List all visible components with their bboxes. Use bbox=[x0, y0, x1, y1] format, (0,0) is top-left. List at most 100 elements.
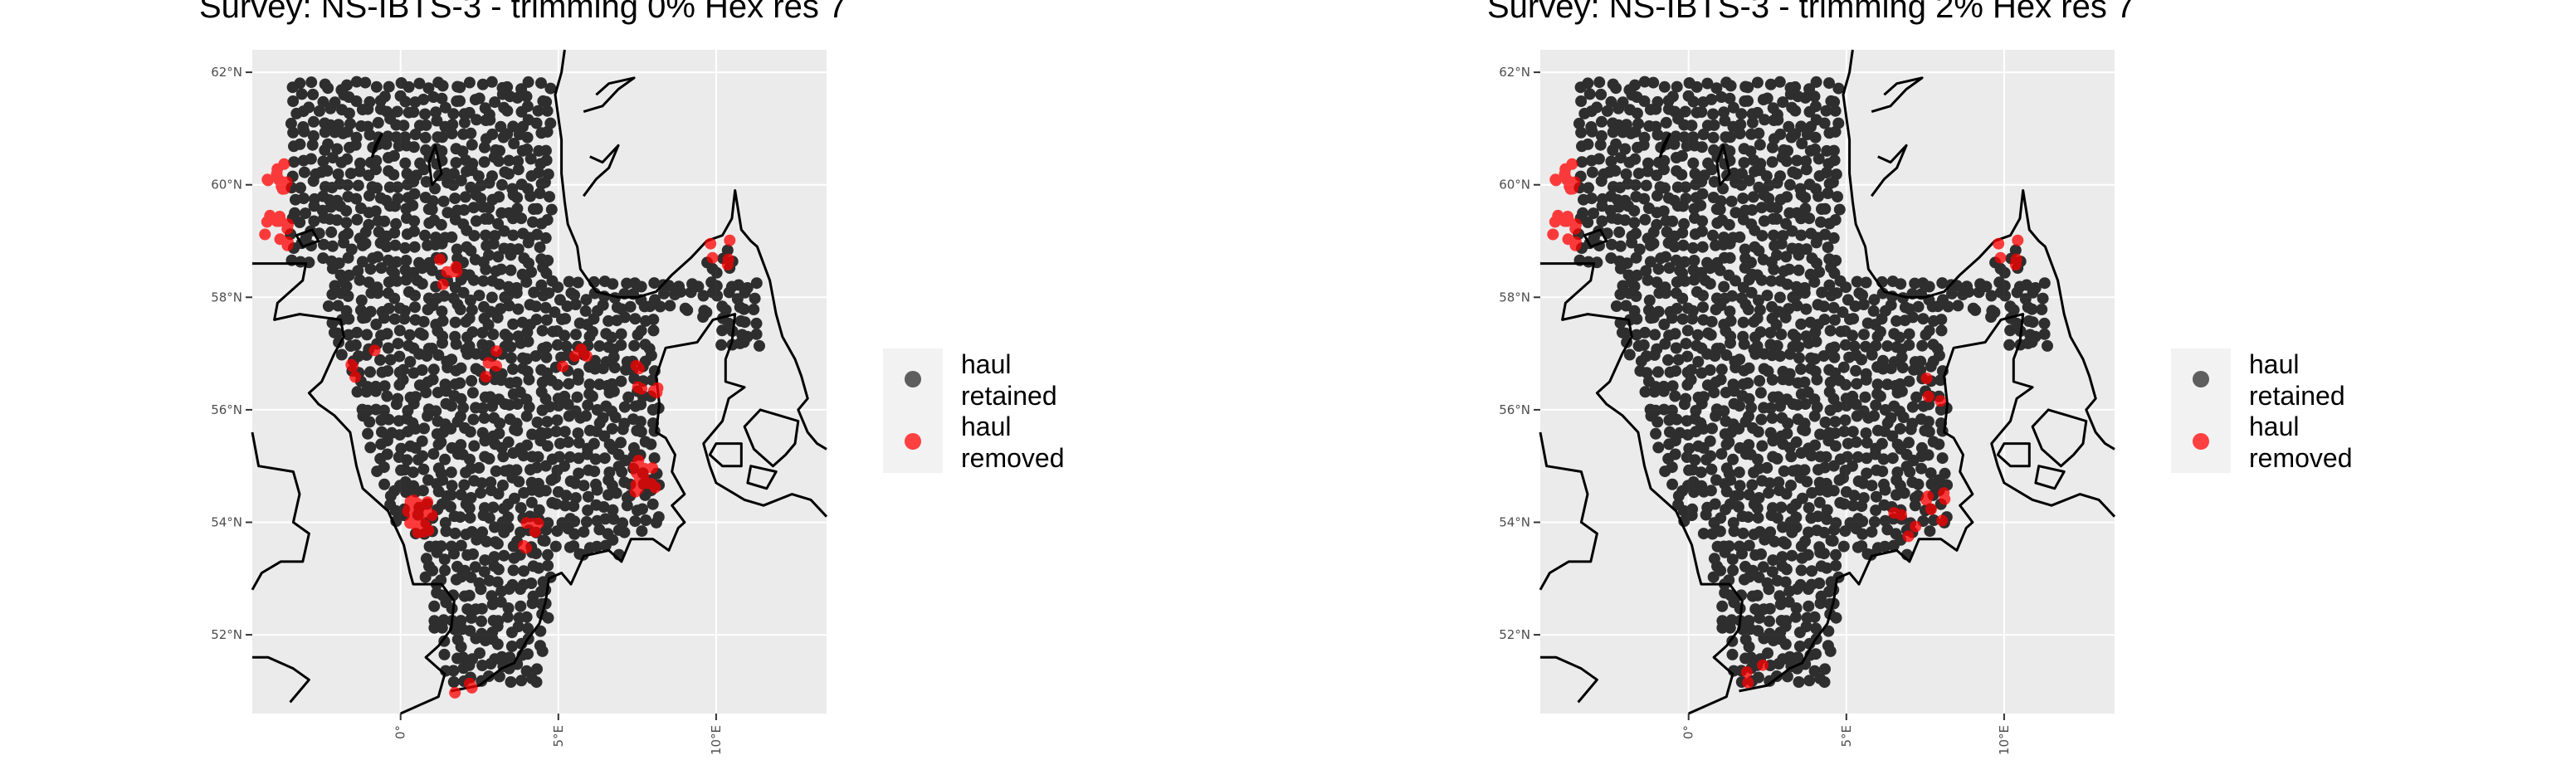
retained-point bbox=[1793, 341, 1805, 353]
retained-point bbox=[1803, 675, 1816, 687]
retained-point bbox=[1585, 121, 1598, 133]
retained-point bbox=[1687, 95, 1700, 108]
retained-point bbox=[1704, 435, 1716, 447]
retained-point bbox=[532, 451, 544, 463]
retained-point bbox=[1652, 305, 1665, 318]
retained-point bbox=[507, 120, 520, 133]
retained-point bbox=[1727, 101, 1739, 114]
retained-point bbox=[1670, 342, 1682, 354]
retained-point bbox=[1985, 290, 1998, 302]
retained-point bbox=[466, 304, 478, 316]
retained-point bbox=[1810, 622, 1822, 635]
retained-point bbox=[1764, 602, 1776, 615]
retained-point bbox=[1799, 398, 1812, 410]
retained-point bbox=[428, 600, 441, 612]
retained-point bbox=[1725, 80, 1737, 92]
retained-point bbox=[544, 191, 555, 203]
retained-point bbox=[341, 79, 353, 91]
retained-point bbox=[521, 439, 534, 451]
retained-point bbox=[1652, 263, 1665, 275]
retained-point bbox=[541, 427, 554, 440]
retained-point bbox=[1734, 400, 1745, 412]
retained-point bbox=[1763, 192, 1775, 205]
retained-point bbox=[536, 324, 549, 337]
retained-point bbox=[1851, 275, 1863, 288]
retained-point bbox=[352, 265, 364, 277]
retained-point bbox=[1794, 578, 1807, 591]
retained-point bbox=[1877, 453, 1890, 465]
retained-point bbox=[1697, 391, 1710, 403]
retained-point bbox=[534, 241, 546, 254]
retained-point bbox=[573, 467, 585, 480]
retained-point bbox=[1666, 404, 1678, 417]
retained-point bbox=[350, 76, 363, 88]
retained-point bbox=[454, 377, 466, 389]
retained-point bbox=[1695, 106, 1708, 118]
retained-point bbox=[427, 564, 439, 577]
retained-point bbox=[446, 353, 458, 366]
retained-point bbox=[501, 105, 514, 117]
removed-point bbox=[281, 239, 294, 251]
retained-point bbox=[603, 466, 616, 479]
retained-point bbox=[1714, 525, 1726, 538]
retained-point bbox=[389, 504, 402, 517]
retained-point bbox=[1891, 314, 1903, 327]
retained-point bbox=[326, 240, 339, 252]
removed-point bbox=[2012, 234, 2024, 246]
retained-point bbox=[1876, 287, 1889, 300]
retained-point bbox=[485, 476, 497, 489]
retained-point bbox=[1925, 467, 1937, 480]
retained-point bbox=[1827, 301, 1840, 314]
retained-point bbox=[397, 363, 409, 376]
retained-point bbox=[1751, 502, 1764, 514]
retained-point bbox=[1780, 615, 1793, 627]
retained-point bbox=[1828, 341, 1841, 353]
retained-point bbox=[1774, 128, 1787, 140]
retained-point bbox=[1793, 264, 1805, 276]
retained-point bbox=[1900, 548, 1913, 561]
retained-point bbox=[1783, 178, 1796, 191]
retained-point bbox=[1780, 563, 1793, 576]
retained-point bbox=[1666, 215, 1679, 227]
retained-point bbox=[1799, 192, 1812, 204]
retained-point bbox=[426, 203, 438, 216]
retained-point bbox=[739, 316, 751, 329]
retained-point bbox=[287, 95, 300, 107]
retained-point bbox=[1639, 326, 1651, 339]
retained-point bbox=[1876, 465, 1889, 478]
retained-point bbox=[390, 217, 402, 230]
retained-point bbox=[1798, 282, 1811, 294]
retained-point bbox=[612, 548, 625, 561]
retained-point bbox=[1852, 451, 1864, 463]
removed-point bbox=[262, 174, 274, 187]
retained-point bbox=[608, 362, 621, 374]
retained-point bbox=[1877, 354, 1889, 367]
retained-point bbox=[420, 553, 432, 565]
retained-point bbox=[407, 466, 419, 479]
retained-point bbox=[1818, 676, 1831, 689]
retained-point bbox=[1858, 329, 1870, 341]
retained-point bbox=[700, 306, 713, 319]
retained-point bbox=[512, 621, 524, 633]
retained-point bbox=[1928, 514, 1940, 526]
retained-point bbox=[436, 305, 448, 318]
retained-point bbox=[1707, 108, 1720, 120]
map-panel-left: Survey: NS-IBTS-3 - trimming 0% Hex res … bbox=[199, 0, 1065, 755]
retained-point bbox=[1767, 554, 1779, 567]
retained-point bbox=[539, 231, 552, 244]
removed-point bbox=[412, 526, 424, 538]
retained-point bbox=[407, 480, 420, 492]
retained-point bbox=[1915, 441, 1928, 454]
retained-point bbox=[331, 214, 344, 227]
retained-point bbox=[1809, 365, 1822, 378]
removed-point bbox=[1939, 493, 1951, 505]
retained-point bbox=[363, 218, 375, 231]
retained-point bbox=[1595, 115, 1608, 128]
retained-point bbox=[1781, 191, 1793, 203]
retained-point bbox=[1809, 144, 1822, 155]
retained-point bbox=[351, 213, 363, 226]
removed-point bbox=[259, 228, 271, 241]
retained-point bbox=[750, 328, 763, 340]
retained-point bbox=[521, 144, 534, 155]
retained-point bbox=[332, 168, 344, 180]
